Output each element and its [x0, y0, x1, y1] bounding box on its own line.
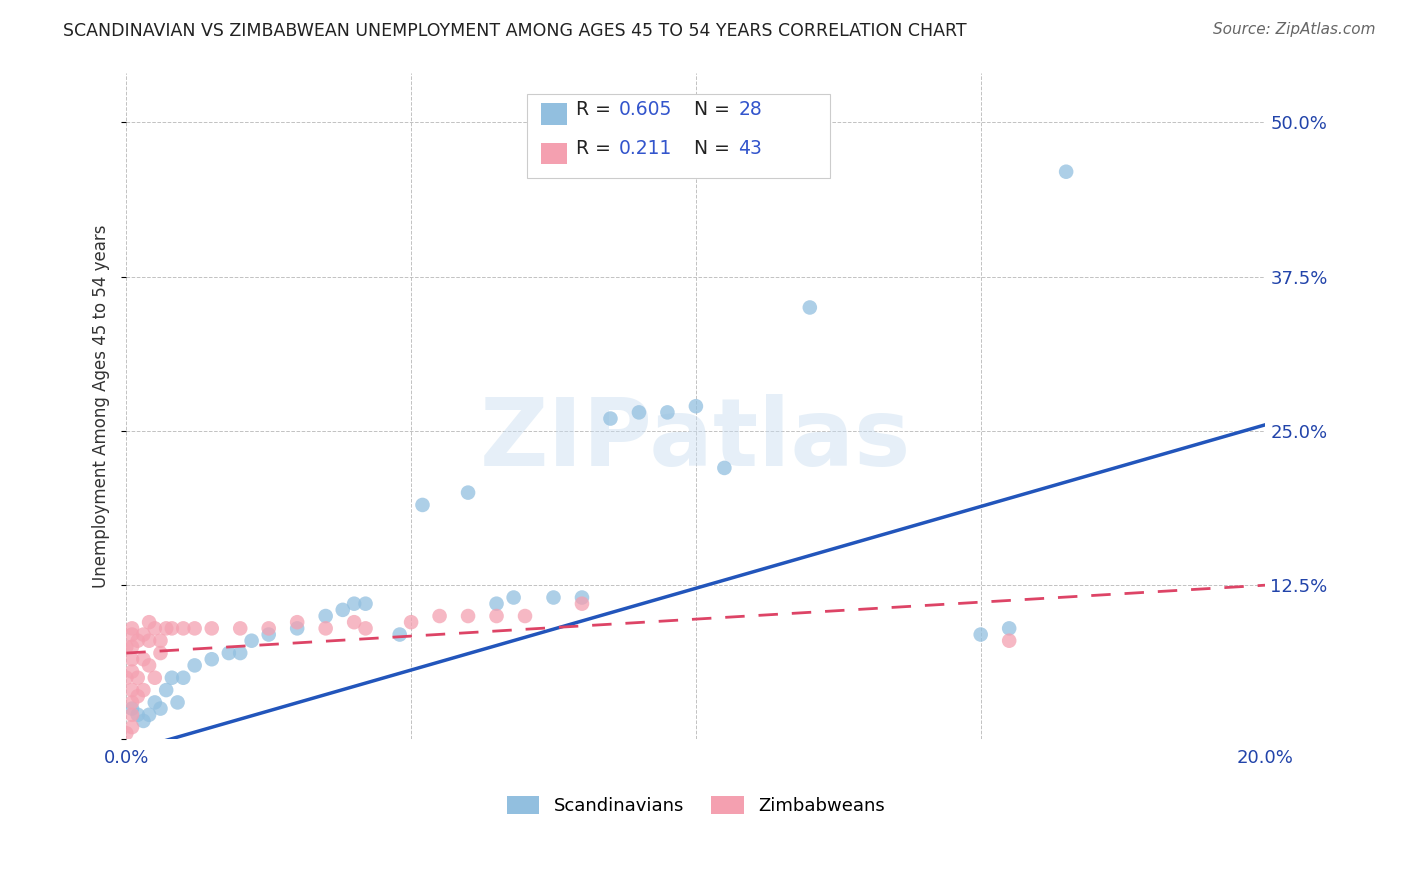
Point: [138, 633, 160, 648]
Point: [127, 690, 149, 704]
Text: Source: ZipAtlas.com: Source: ZipAtlas.com: [1212, 22, 1375, 37]
Point: [599, 411, 621, 425]
Point: [121, 665, 143, 679]
Point: [143, 621, 166, 635]
Point: [571, 597, 593, 611]
Text: R =: R =: [576, 139, 623, 159]
Point: [799, 301, 821, 315]
Point: [354, 621, 377, 635]
Point: [149, 646, 172, 660]
Point: [155, 683, 177, 698]
Point: [115, 671, 138, 685]
Point: [332, 603, 354, 617]
Text: N =: N =: [682, 100, 735, 120]
Point: [183, 658, 205, 673]
Point: [132, 627, 155, 641]
Point: [132, 652, 155, 666]
Point: [132, 683, 155, 698]
Point: [132, 714, 155, 728]
Text: 28: 28: [738, 100, 762, 120]
Text: 0.211: 0.211: [619, 139, 672, 159]
Text: R =: R =: [576, 100, 617, 120]
Point: [121, 695, 143, 709]
Point: [138, 658, 160, 673]
Point: [354, 597, 377, 611]
Point: [685, 399, 707, 413]
Point: [240, 633, 263, 648]
Point: [218, 646, 240, 660]
Point: [257, 627, 280, 641]
Point: [257, 621, 280, 635]
Point: [138, 615, 160, 630]
Point: [315, 621, 337, 635]
Point: [121, 701, 143, 715]
Point: [513, 609, 536, 624]
Point: [713, 461, 735, 475]
Point: [343, 615, 366, 630]
Point: [485, 597, 508, 611]
Point: [1054, 165, 1077, 179]
Point: [485, 609, 508, 624]
Point: [970, 627, 993, 641]
Point: [502, 591, 524, 605]
Point: [571, 591, 593, 605]
Point: [429, 609, 451, 624]
Text: ZIPatlas: ZIPatlas: [481, 393, 911, 485]
Point: [343, 597, 366, 611]
Point: [657, 405, 679, 419]
Point: [543, 591, 565, 605]
Point: [143, 695, 166, 709]
Point: [115, 640, 138, 654]
Point: [160, 621, 183, 635]
Text: SCANDINAVIAN VS ZIMBABWEAN UNEMPLOYMENT AMONG AGES 45 TO 54 YEARS CORRELATION CH: SCANDINAVIAN VS ZIMBABWEAN UNEMPLOYMENT …: [63, 22, 967, 40]
Point: [143, 671, 166, 685]
Point: [201, 652, 224, 666]
Point: [121, 707, 143, 722]
Point: [388, 627, 411, 641]
Point: [229, 646, 252, 660]
Text: 0.605: 0.605: [619, 100, 672, 120]
Point: [285, 615, 308, 630]
Point: [121, 627, 143, 641]
Point: [411, 498, 433, 512]
Y-axis label: Unemployment Among Ages 45 to 54 years: Unemployment Among Ages 45 to 54 years: [93, 225, 110, 588]
Point: [998, 633, 1021, 648]
Point: [160, 671, 183, 685]
Point: [127, 633, 149, 648]
Point: [998, 621, 1021, 635]
Point: [201, 621, 224, 635]
Point: [127, 671, 149, 685]
Point: [121, 683, 143, 698]
Legend: Scandinavians, Zimbabweans: Scandinavians, Zimbabweans: [499, 789, 893, 822]
Point: [399, 615, 422, 630]
Point: [149, 633, 172, 648]
Point: [172, 671, 194, 685]
Point: [149, 701, 172, 715]
Point: [115, 726, 138, 740]
Point: [172, 621, 194, 635]
Point: [285, 621, 308, 635]
Point: [121, 621, 143, 635]
Text: N =: N =: [682, 139, 735, 159]
Point: [457, 485, 479, 500]
Point: [183, 621, 205, 635]
Point: [229, 621, 252, 635]
Point: [121, 652, 143, 666]
Text: 43: 43: [738, 139, 762, 159]
Point: [315, 609, 337, 624]
Point: [457, 609, 479, 624]
Point: [627, 405, 650, 419]
Point: [127, 707, 149, 722]
Point: [138, 707, 160, 722]
Point: [166, 695, 188, 709]
Point: [121, 720, 143, 734]
Point: [121, 640, 143, 654]
Point: [155, 621, 177, 635]
